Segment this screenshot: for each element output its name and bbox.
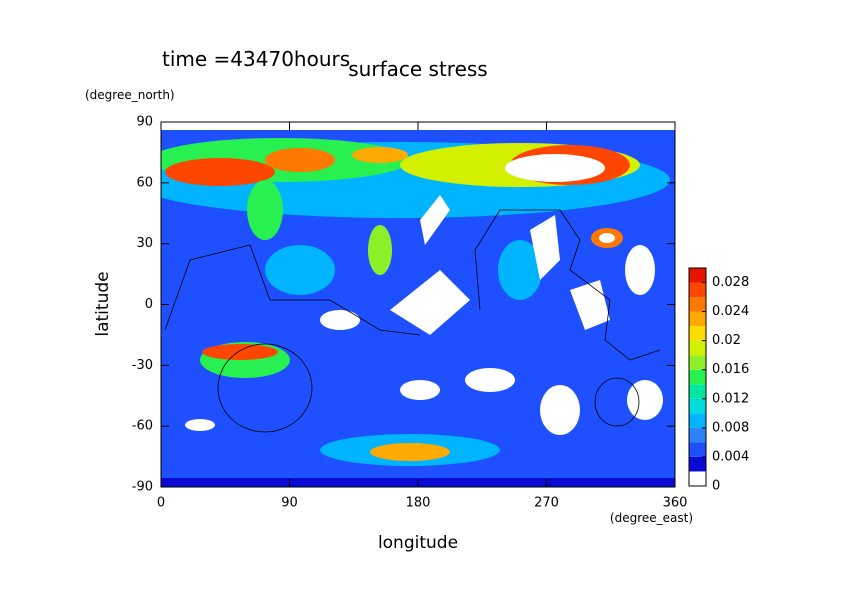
colorbar-band [689,282,706,298]
field-shape [265,245,335,295]
coastline [217,343,313,433]
colorbar-band [689,413,706,428]
y-tick-label: -30 [132,358,153,373]
field-shape [420,195,450,245]
colorbar-band [689,398,706,414]
field-shape [247,180,283,240]
y-tick-label: -60 [132,419,153,434]
colorbar-band [689,456,706,472]
colorbar-band [689,471,706,486]
field-shape [400,380,440,400]
y-tick-label: 0 [145,297,153,312]
colorbar-tick-label: 0.02 [712,333,741,348]
y-tick-label: -90 [132,480,153,495]
y-tick-label: 30 [136,236,153,251]
x-tick-label: 0 [157,496,165,511]
field [161,122,675,487]
x-tick-label: 270 [534,496,559,511]
coastline [474,209,661,361]
field-shape [465,368,515,392]
x-unit: (degree_east) [610,511,693,525]
field-shape [265,148,335,172]
colorbar-band [689,326,706,341]
field-shape [368,225,392,275]
coastline [164,244,421,336]
x-tick-label: 360 [663,496,688,511]
colorbar-frame [688,267,707,487]
x-tick-label: 180 [406,496,431,511]
colorbar-tick-label: 0.004 [712,449,749,464]
colorbar-band [689,311,706,327]
field-shape [352,147,408,163]
field-shape [185,419,215,431]
x-axis-label: longitude [378,533,458,553]
colorbar-tick-label: 0.008 [712,420,749,435]
colorbar-tick-label: 0.028 [712,275,749,290]
field-shape [625,245,655,295]
chart-title: surface stress [348,57,487,81]
field-shape [202,344,278,360]
field-shape [540,385,580,435]
field-shape [370,443,450,461]
x-tick-label: 90 [281,496,298,511]
field-shape [530,215,560,280]
colorbar-band [689,268,706,283]
colorbar-tick-label: 0.012 [712,391,749,406]
colorbar-band [689,427,706,443]
y-tick-label: 90 [136,115,153,130]
coastline [594,377,640,427]
field-shape [498,240,542,300]
colorbar-band [689,355,706,370]
colorbar-tick-label: 0.016 [712,362,749,377]
colorbar-band [689,442,706,457]
colorbar-band [689,384,706,399]
y-tick-label: 60 [136,175,153,190]
field-shape [505,154,605,182]
y-unit: (degree_north) [85,88,175,102]
field-shape [627,380,663,420]
colorbar-tick-label: 0 [712,479,720,494]
colorbar-band [689,340,706,356]
subtitle: time =43470hours [162,47,350,71]
colorbar-tick-label: 0.024 [712,304,749,319]
field-shape [165,158,275,186]
colorbar-band [689,297,706,312]
y-axis-label: latitude [93,271,113,336]
colorbar-band [689,369,706,385]
field-shape [320,310,360,330]
field-shape [599,233,615,243]
field-shape [390,270,470,335]
